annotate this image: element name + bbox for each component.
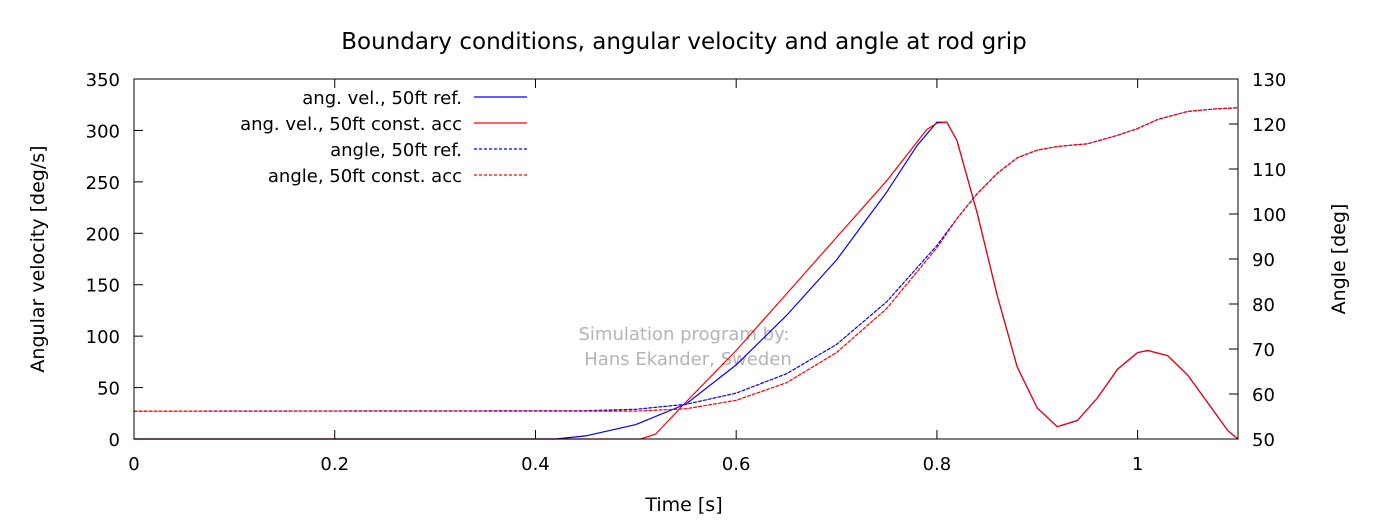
x-axis-label: Time [s] [644, 494, 722, 516]
y2-tick-label: 70 [1252, 340, 1275, 361]
legend-label: ang. vel., 50ft const. acc [240, 114, 462, 135]
y-axis-label: Angular velocity [deg/s] [27, 145, 49, 372]
x-tick-label: 0.8 [923, 454, 952, 475]
y2-tick-label: 50 [1252, 430, 1275, 451]
watermark-line-1: Simulation program by: [579, 324, 790, 345]
y-axis-left: 0 50 100 150 200 250 300 350 [86, 70, 143, 451]
y-axis-right: 50 60 70 80 90 100 110 120 130 [1229, 70, 1286, 451]
y-tick-label: 50 [97, 379, 120, 400]
legend-label: ang. vel., 50ft ref. [302, 88, 462, 109]
y2-tick-label: 80 [1252, 295, 1275, 316]
x-tick-label: 0 [128, 454, 139, 475]
x-tick-label: 0.2 [320, 454, 349, 475]
legend-label: angle, 50ft ref. [330, 140, 462, 161]
y-tick-label: 100 [86, 327, 120, 348]
y-tick-label: 300 [86, 121, 120, 142]
series-line-1 [133, 121, 1239, 440]
y-tick-label: 200 [86, 224, 120, 245]
y2-axis-label: Angle [deg] [1328, 204, 1350, 315]
y-tick-label: 350 [86, 70, 120, 91]
x-tick-label: 0.6 [722, 454, 751, 475]
y2-tick-label: 100 [1252, 205, 1286, 226]
x-axis: 0 0.2 0.4 0.6 0.8 1 [128, 79, 1143, 475]
y2-tick-label: 110 [1252, 160, 1286, 181]
watermark-line-2: Hans Ekander, Sweden [584, 349, 791, 370]
x-tick-label: 0.4 [521, 454, 550, 475]
x-tick-label: 1 [1132, 454, 1143, 475]
y-tick-label: 250 [86, 173, 120, 194]
legend: ang. vel., 50ft ref. ang. vel., 50ft cons… [240, 88, 527, 187]
chart-title: Boundary conditions, angular velocity an… [341, 29, 1026, 55]
y-tick-label: 150 [86, 276, 120, 297]
y-tick-label: 0 [109, 430, 120, 451]
y2-tick-label: 90 [1252, 250, 1275, 271]
y2-tick-label: 130 [1252, 70, 1286, 91]
legend-label: angle, 50ft const. acc [268, 166, 462, 187]
y2-tick-label: 60 [1252, 385, 1275, 406]
series-line-3 [133, 107, 1239, 412]
series-layer [133, 107, 1239, 440]
y2-tick-label: 120 [1252, 115, 1286, 136]
